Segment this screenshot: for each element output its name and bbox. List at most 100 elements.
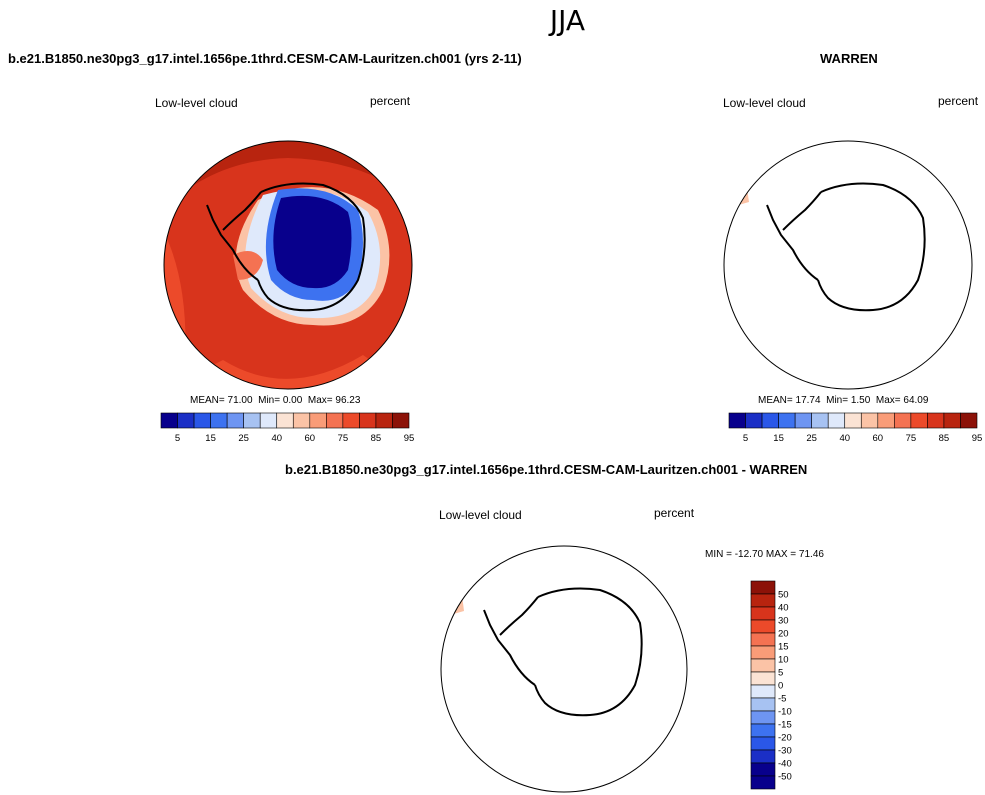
case-colorbar-tick-label: 5 [175,433,180,444]
obs-colorbar-swatch [894,412,912,429]
diff-colorbar-swatch [750,723,776,738]
diff-colorbar-swatch [750,619,776,634]
case-ice-core [273,195,352,289]
obs-colorbar-swatch [827,412,846,429]
case-coastline [206,182,366,312]
diff-stats: MIN = -12.70 MAX = 71.46 [705,549,824,560]
diff-colorbar-tick-label: -5 [778,694,786,705]
obs-colorbar-tick-label: 85 [939,433,950,444]
diff-colorbar-tick-label: -30 [778,746,792,757]
obs-colorbar-swatch [844,412,862,429]
obs-colorbar-swatch [960,412,978,429]
obs-colorbar: 5 15 25 40 60 75 85 95 [728,412,982,444]
obs-colorbar-tick-label: 95 [972,433,983,444]
obs-colorbar-swatch [877,412,895,429]
case-colorbar-tick-label: 85 [371,433,382,444]
case-colorbar-swatch [259,412,278,429]
obs-colorbar-swatch [778,412,796,429]
case-map-border [163,140,413,390]
case-colorbar-swatch [226,412,244,429]
obs-colorbar-tick-label: 40 [839,433,850,444]
obs-coastline [766,182,926,312]
diff-variable-label: Low-level cloud [439,508,522,522]
obs-map [723,140,973,390]
case-colorbar-swatch [392,412,410,429]
case-colorbar-tick-label: 40 [271,433,282,444]
obs-variable-label: Low-level cloud [723,96,806,110]
diff-colorbar-tick-label: 50 [778,590,789,601]
case-colorbar-swatch [309,412,327,429]
diff-colorbar-swatch [750,658,776,673]
case-colorbar-swatch [243,412,261,429]
case-colorbar-swatch [359,412,377,429]
diff-colorbar-tick-label: 40 [778,603,789,614]
obs-colorbar-tick-label: 60 [873,433,884,444]
obs-colorbar-tick-label: 25 [806,433,817,444]
diff-colorbar-tick-label: 0 [778,681,783,692]
diff-map [440,545,688,793]
obs-colorbar-tick-label: 5 [743,433,748,444]
case-variable-label: Low-level cloud [155,96,238,110]
obs-colorbar-tick-label: 15 [773,433,784,444]
case-colorbar-swatch [276,412,294,429]
case-panel-title: b.e21.B1850.ne30pg3_g17.intel.1656pe.1th… [8,51,522,66]
diff-colorbar-tick-label: -10 [778,707,792,718]
diff-colorbar-swatch [750,580,776,595]
diff-colorbar-swatch [750,736,776,751]
obs-panel-title: WARREN [820,51,878,66]
diff-colorbar-swatch [750,593,776,608]
obs-colorbar-swatch [910,412,928,429]
diff-colorbar-tick-label: -15 [778,720,792,731]
obs-colorbar-swatch [943,412,961,429]
obs-colorbar-swatch [745,412,763,429]
diff-colorbar-swatch [750,710,776,725]
case-colorbar-swatch [326,412,344,429]
case-colorbar-swatch [177,412,195,429]
case-colorbar-tick-label: 95 [404,433,415,444]
diff-colorbar-swatch [750,684,776,699]
case-colorbar-swatch [160,412,178,429]
obs-stats: MEAN= 17.74 Min= 1.50 Max= 64.09 [758,395,929,406]
diff-colorbar-swatch [750,775,776,790]
diff-colorbar-swatch [750,749,776,764]
diff-colorbar-tick-label: -50 [778,772,792,783]
diff-colorbar-tick-label: 30 [778,616,789,627]
case-colorbar-tick-label: 15 [205,433,216,444]
diff-colorbar-tick-label: 20 [778,629,789,640]
obs-colorbar-swatch [761,412,779,429]
diff-colorbar-tick-label: 10 [778,655,789,666]
obs-map-border [723,140,973,390]
diff-colorbar-swatch [750,671,776,686]
diff-panel-title: b.e21.B1850.ne30pg3_g17.intel.1656pe.1th… [285,462,808,477]
diff-colorbar-swatch [750,762,776,777]
diff-colorbar-tick-label: -20 [778,733,792,744]
obs-colorbar-swatch [860,412,879,429]
diff-colorbar-swatch [750,606,776,621]
case-colorbar-tick-label: 75 [338,433,349,444]
case-colorbar-tick-label: 60 [305,433,316,444]
case-colorbar-swatch [292,412,311,429]
case-peninsula-patch [233,251,263,280]
case-units-label: percent [370,94,411,108]
obs-colorbar-tick-label: 75 [906,433,917,444]
diff-colorbar-swatch [750,645,776,660]
case-map [163,140,413,390]
diff-units-label: percent [654,506,695,520]
diff-colorbar-swatch [750,632,776,647]
diff-map-border [440,545,688,793]
obs-colorbar-swatch [794,412,812,429]
obs-colorbar-swatch [927,412,945,429]
case-colorbar-swatch [375,412,393,429]
diff-colorbar-tick-label: -40 [778,759,792,770]
case-colorbar-swatch [342,412,360,429]
case-stats: MEAN= 71.00 Min= 0.00 Max= 96.23 [190,395,361,406]
case-colorbar-swatch [193,412,211,429]
case-colorbar-tick-label: 25 [238,433,249,444]
case-colorbar-swatch [210,412,228,429]
obs-colorbar-swatch [728,412,746,429]
obs-units-label: percent [938,94,979,108]
diff-coastline [483,587,643,717]
diff-colorbar-swatch [750,697,776,712]
diff-colorbar-tick-label: 5 [778,668,783,679]
